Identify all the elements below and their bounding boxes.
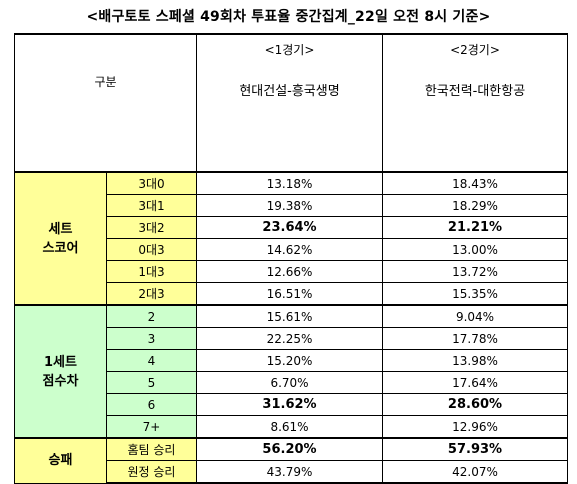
- game2-number: <2경기>: [450, 43, 500, 57]
- game1-header: <1경기> 현대건설-흥국생명: [196, 33, 383, 173]
- row-label: 2대3: [106, 282, 197, 306]
- table-row: 6 31.62% 28.60%: [15, 393, 568, 416]
- game1-value: 56.20%: [196, 437, 383, 461]
- category-label: 세트 스코어: [42, 221, 79, 256]
- game2-header: <2경기> 한국전력-대한항공: [382, 33, 568, 173]
- game1-teams: 현대건설-흥국생명: [239, 84, 340, 99]
- row-label: 2: [106, 304, 197, 328]
- row-label: 6: [106, 393, 197, 416]
- game1-value: 14.62%: [196, 238, 383, 261]
- game1-value: 12.66%: [196, 260, 383, 283]
- game1-value: 15.61%: [196, 304, 383, 328]
- game2-teams: 한국전력-대한항공: [424, 84, 526, 99]
- game1-value: 31.62%: [196, 393, 383, 416]
- category-cell: 세트 스코어: [14, 171, 107, 306]
- table-row: 1대3 12.66% 13.72%: [15, 260, 568, 283]
- game2-value: 13.00%: [382, 238, 568, 261]
- game1-value: 15.20%: [196, 349, 383, 372]
- game1-value: 8.61%: [196, 415, 383, 439]
- game2-value: 17.78%: [382, 327, 568, 350]
- game1-value: 19.38%: [196, 194, 383, 217]
- game1-number: <1경기>: [264, 43, 315, 57]
- game1-value: 22.25%: [196, 327, 383, 350]
- category-cell: 승패: [14, 437, 107, 484]
- row-label: 3대1: [106, 194, 197, 217]
- row-label: 7+: [106, 415, 197, 439]
- game2-value: 13.72%: [382, 260, 568, 283]
- row-label: 3대2: [106, 216, 197, 239]
- table-row: 7+ 8.61% 12.96%: [15, 415, 568, 439]
- row-label: 4: [106, 349, 197, 372]
- table-row: 세트 스코어 3대0 13.18% 18.43%: [14, 171, 568, 306]
- game2-value: 18.29%: [382, 194, 568, 217]
- game2-value: 57.93%: [382, 437, 568, 461]
- header-row: 구분 <1경기> 현대건설-흥국생명 <2경기> 한국전력-대한항공: [14, 33, 568, 173]
- game2-value: 28.60%: [382, 393, 568, 416]
- game1-value: 13.18%: [196, 171, 383, 195]
- table-row: 1세트 점수차 2 15.61% 9.04%: [14, 304, 568, 439]
- row-label: 1대3: [106, 260, 197, 283]
- table-row: 승패 홈팀 승리 56.20% 57.93%: [14, 437, 568, 484]
- game2-value: 18.43%: [382, 171, 568, 195]
- row-label: 0대3: [106, 238, 197, 261]
- vote-rate-table: 구분 <1경기> 현대건설-흥국생명 <2경기> 한국전력-대한항공 세트 스코…: [14, 33, 568, 484]
- page-title: <배구토토 스페셜 49회차 투표율 중간집계_22일 오전 8시 기준>: [86, 9, 491, 25]
- game2-value: 15.35%: [382, 282, 568, 306]
- game2-value: 13.98%: [382, 349, 568, 372]
- table-row: 5 6.70% 17.64%: [15, 371, 568, 394]
- game1-value: 23.64%: [196, 216, 383, 239]
- row-label: 5: [106, 371, 197, 394]
- row-label: 홈팀 승리: [106, 437, 197, 461]
- row-label: 3: [106, 327, 197, 350]
- gubun-header: 구분: [14, 33, 197, 173]
- row-label: 원정 승리: [106, 460, 197, 484]
- game2-value: 12.96%: [382, 415, 568, 439]
- game2-value: 9.04%: [382, 304, 568, 328]
- table-row: 0대3 14.62% 13.00%: [15, 238, 568, 261]
- category-cell: 1세트 점수차: [14, 304, 107, 439]
- game1-value: 6.70%: [196, 371, 383, 394]
- game2-value: 17.64%: [382, 371, 568, 394]
- game2-value: 21.21%: [382, 216, 568, 239]
- game1-value: 16.51%: [196, 282, 383, 306]
- game2-value: 42.07%: [382, 460, 568, 484]
- table-row: 3대1 19.38% 18.29%: [15, 194, 568, 217]
- game1-value: 43.79%: [196, 460, 383, 484]
- row-label: 3대0: [106, 171, 197, 195]
- category-label: 1세트 점수차: [42, 354, 79, 389]
